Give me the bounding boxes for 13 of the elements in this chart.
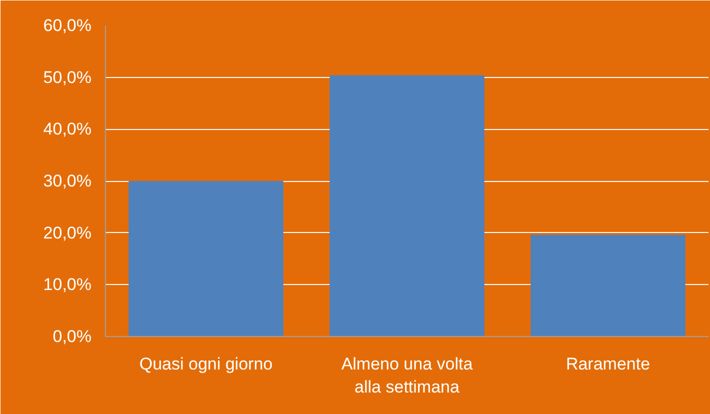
bar: [330, 75, 484, 336]
x-tick-label: Almeno una volta alla settimana: [341, 354, 474, 396]
bar: [530, 234, 686, 336]
y-tick-label: 60,0%: [43, 16, 92, 35]
bar: [128, 181, 284, 336]
y-tick-label: 40,0%: [43, 120, 92, 139]
y-tick-label: 30,0%: [43, 172, 92, 190]
y-tick-label: 20,0%: [43, 223, 92, 242]
y-tick-label: 10,0%: [43, 275, 92, 294]
y-tick-label: 50,0%: [43, 68, 92, 87]
y-tick-label: 0,0%: [52, 327, 92, 346]
x-tick-label: Quasi ogni giorno: [139, 354, 273, 374]
x-tick-label: Raramente: [566, 354, 650, 374]
